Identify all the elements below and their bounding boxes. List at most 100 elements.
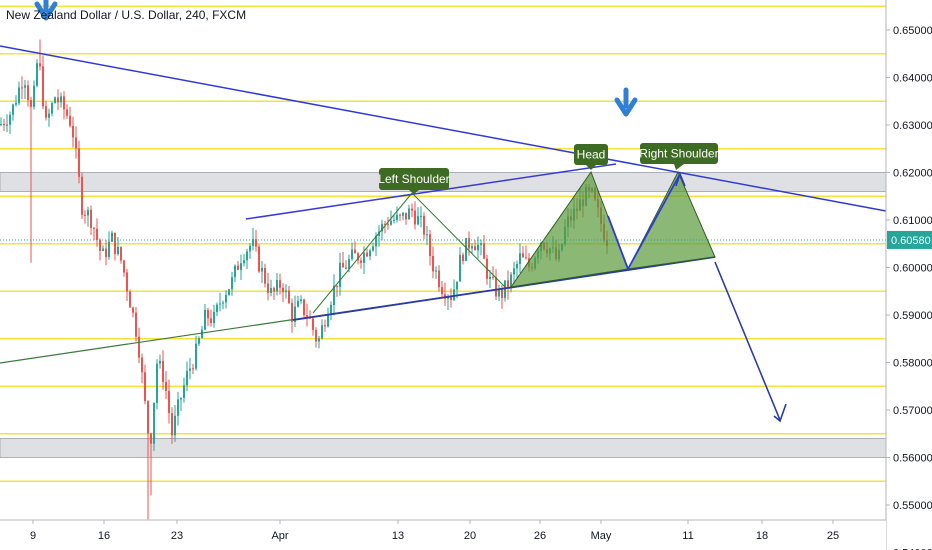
candle-body [261, 267, 263, 272]
candle-body [234, 265, 236, 278]
candle-body [279, 280, 281, 288]
candle-body [153, 402, 155, 444]
candle-body [318, 338, 320, 342]
candle-body [177, 399, 179, 416]
candle-body [201, 329, 203, 339]
candle-body [270, 288, 272, 293]
candle-body [198, 338, 200, 344]
candle-body [489, 276, 491, 279]
candle-body [324, 325, 326, 327]
candle-body [363, 252, 365, 263]
candle-body [123, 260, 125, 273]
candle-body [135, 312, 137, 337]
candle-body [375, 235, 377, 247]
candle-body [60, 96, 62, 103]
price-tick-label: 0.64000 [893, 73, 932, 85]
candle-body [231, 277, 233, 290]
candle-body [213, 312, 215, 324]
candle-body [336, 285, 338, 287]
candle-body [507, 280, 509, 289]
time-tick-label: 25 [827, 530, 839, 542]
candle-body [12, 104, 14, 115]
candle-body [369, 250, 371, 257]
drawings: Left Shoulder Head Right Shoulder [0, 0, 887, 423]
candle-body [423, 215, 425, 235]
candle-body [15, 103, 17, 105]
candle-body [438, 270, 440, 288]
candle-body [354, 249, 356, 254]
candle-body [237, 265, 239, 270]
candle-body [267, 283, 269, 293]
annotation-pointer [674, 164, 684, 170]
candle-body [408, 208, 410, 220]
time-tick-label: 20 [464, 530, 476, 542]
candle-body [117, 246, 119, 255]
price-tick-label: 0.54000 [893, 548, 932, 550]
candle-body [294, 306, 296, 322]
candle-body [453, 289, 455, 300]
candle-body [276, 280, 278, 292]
price-tick-label: 0.56000 [893, 453, 932, 465]
candle-body [51, 103, 53, 114]
price-axis[interactable]: 0.54000 0.55000 0.56000 0.57000 0.58000 0.590… [885, 0, 932, 550]
candle-body [330, 305, 332, 315]
annotation-pointer [586, 165, 596, 170]
price-tick-label: 0.59000 [893, 310, 932, 322]
candle-body [225, 295, 227, 303]
time-tick-label: 9 [30, 530, 36, 542]
price-tick-label: 0.63000 [893, 120, 932, 132]
candle-body [303, 299, 305, 316]
candle-body [357, 253, 359, 261]
candle-body [525, 257, 527, 259]
candle-body [27, 85, 29, 101]
candle-body [339, 262, 341, 287]
candle-body [243, 260, 245, 264]
candle-body [498, 288, 500, 297]
candle-body [351, 249, 353, 260]
candle-body [3, 123, 5, 126]
candle-body [195, 343, 197, 369]
candle-body [456, 281, 458, 290]
annotation-label-box [379, 168, 449, 190]
candle-body [210, 318, 212, 324]
candle-body [132, 307, 134, 313]
candle-body [462, 254, 464, 261]
candle-body [297, 300, 299, 307]
candle-body [144, 372, 146, 402]
candle-body [183, 385, 185, 399]
candle-body [441, 287, 443, 295]
candle-body [192, 368, 194, 370]
candle-body [6, 124, 8, 126]
candle-body [411, 208, 413, 211]
annotation-text: Head [577, 148, 606, 162]
candle-body [417, 216, 419, 225]
candle-body [285, 290, 287, 293]
candle-body [228, 289, 230, 296]
time-axis[interactable]: 9 16 23 Apr 13 20 26 May 11 18 25 [0, 519, 886, 550]
candle-body [57, 97, 59, 103]
time-tick-label: 13 [392, 530, 404, 542]
annotation-pointer [409, 190, 419, 194]
candle-body [465, 238, 467, 261]
candle-body [168, 391, 170, 414]
annotation-text: Left Shoulder [378, 172, 449, 186]
neckline [292, 256, 716, 321]
candle-body [315, 329, 317, 342]
candle-body [387, 224, 389, 226]
candle-body [90, 209, 92, 228]
left-shoulder-outline [312, 192, 506, 314]
candle-body [129, 291, 131, 308]
annotation-label-box [574, 144, 608, 165]
annotation-label-box [640, 143, 718, 164]
time-tick-label: 26 [534, 530, 546, 542]
candle-body [477, 244, 479, 251]
price-tick-label: 0.55000 [893, 500, 932, 512]
candle-body [108, 241, 110, 257]
candle-body [174, 415, 176, 436]
candle-body [207, 310, 209, 319]
candle-body [450, 296, 452, 300]
price-tick-label: 0.57000 [893, 405, 932, 417]
candle-body [240, 263, 242, 270]
candle-body [474, 246, 476, 251]
